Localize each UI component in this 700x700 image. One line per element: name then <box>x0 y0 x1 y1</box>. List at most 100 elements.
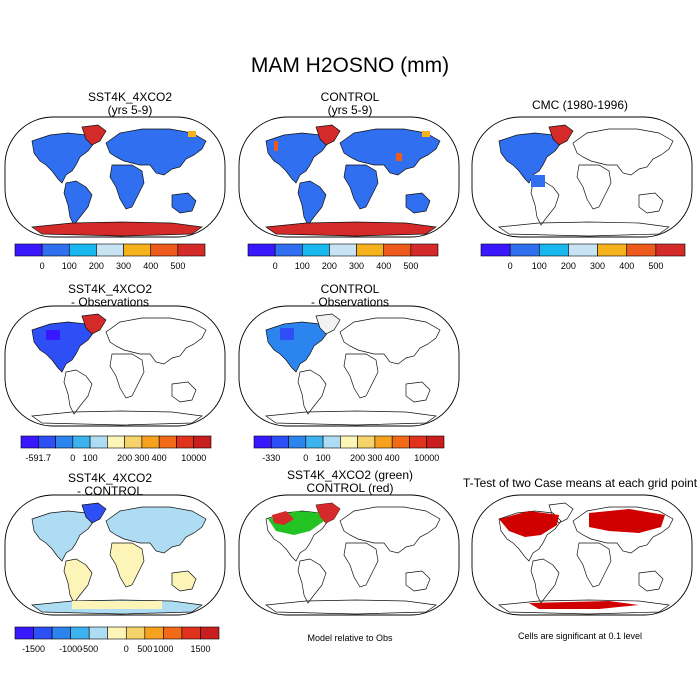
panel-title-sst4k-obs: SST4K_4XCO2 - Observations <box>0 283 220 309</box>
colorbar-swatch <box>37 435 56 449</box>
colorbar-swatch <box>357 435 376 449</box>
coastline-antarctica <box>498 599 670 615</box>
panel-title-control-obs: CONTROL - Observations <box>240 283 460 309</box>
colorbar-tick-label: 1000 <box>153 644 173 654</box>
map-cmc <box>471 116 693 238</box>
colorbar-tick-label: 300 <box>367 453 382 463</box>
colorbar-swatch <box>253 435 272 449</box>
colorbar-swatch <box>125 626 146 640</box>
panel-title-line2: - CONTROL <box>77 484 143 498</box>
colorbar-sst4k-obs: -591.7 0 100 200 300 400 10000 <box>20 435 212 463</box>
colorbar-swatch <box>597 243 628 257</box>
colorbar-swatch <box>89 435 108 449</box>
map-sst4k-control <box>4 494 226 616</box>
region-fill <box>499 511 559 537</box>
coastline-namerica <box>265 510 329 562</box>
coastline-samerica <box>297 180 327 226</box>
map-control-obs <box>238 305 460 427</box>
colorbar-tick-label: 400 <box>143 261 158 271</box>
colorbar-swatch <box>538 243 569 257</box>
colorbar-swatch <box>426 435 445 449</box>
colorbar-swatch <box>144 626 164 640</box>
colorbar-swatch <box>329 243 357 257</box>
coastline-greenland <box>81 124 107 146</box>
colorbar-tick-label: 0 <box>273 261 278 271</box>
colorbar-swatch <box>14 243 43 257</box>
panel-title-line1: CONTROL <box>320 90 380 104</box>
colorbar-swatch <box>150 243 179 257</box>
colorbar-tick-label: 200 <box>117 453 132 463</box>
coastline-africa <box>343 353 379 399</box>
hotspot <box>396 153 402 161</box>
colorbar-tick-label: 500 <box>137 644 152 654</box>
colorbar-swatch <box>70 626 90 640</box>
colorbar-tick-label: 0 <box>70 453 75 463</box>
colorbar-swatch <box>72 435 91 449</box>
panel-title-cmc: CMC (1980-1996) <box>470 99 690 112</box>
colorbar-swatch <box>33 626 53 640</box>
map-ttest <box>471 494 693 616</box>
colorbar-swatch <box>340 435 358 449</box>
panel-title-line2: - Observations <box>310 295 390 309</box>
colorbar-swatch <box>626 243 657 257</box>
colorbar-swatch <box>158 435 177 449</box>
colorbar-tick-label: 100 <box>295 261 310 271</box>
hotspot <box>188 131 196 137</box>
colorbar-swatch <box>509 243 540 257</box>
colorbar-swatch <box>200 626 220 640</box>
coastline-eurasia <box>339 128 441 176</box>
colorbar-swatch <box>41 243 70 257</box>
coastline-australia <box>638 570 664 592</box>
coastline-africa <box>343 542 379 588</box>
coastline-africa <box>576 542 612 588</box>
colorbar-swatch <box>409 435 428 449</box>
coastline-australia <box>405 381 431 403</box>
colorbar-swatch <box>124 435 143 449</box>
colorbar-tick-label: -591.7 <box>26 453 52 463</box>
colorbar-swatch <box>270 435 289 449</box>
colorbar-swatch <box>96 243 124 257</box>
globe-outline <box>471 494 693 616</box>
colorbar-tick-label: 300 <box>116 261 131 271</box>
region-fill <box>531 175 545 187</box>
panel-title-sst4k: SST4K_4XCO2 (yrs 5-9) <box>20 91 240 117</box>
coastline-antarctica <box>31 221 203 237</box>
coastline-australia <box>405 570 431 592</box>
coastline-samerica <box>297 369 327 415</box>
colorbar-swatch <box>568 243 598 257</box>
colorbar-swatch <box>141 435 160 449</box>
map-control <box>238 116 460 238</box>
colorbar-swatch <box>123 243 152 257</box>
globe-outline <box>238 494 460 616</box>
region-fill <box>46 330 60 340</box>
panel-title-line1: CONTROL <box>320 282 380 296</box>
coastline-eurasia <box>105 506 207 554</box>
colorbar-cmc: 0 100 200 300 400 500 <box>480 243 686 271</box>
coastline-eurasia <box>105 128 207 176</box>
colorbar-tick-label: -1000 <box>59 644 82 654</box>
colorbar-tick-label: 10000 <box>181 453 206 463</box>
coastline-greenland <box>315 124 341 146</box>
colorbar-tick-label: 200 <box>561 261 576 271</box>
coastline-africa <box>109 164 145 210</box>
colorbar-swatch <box>68 243 97 257</box>
colorbar-swatch <box>193 435 212 449</box>
coastline-eurasia <box>339 506 441 554</box>
coastline-eurasia <box>572 506 674 554</box>
coastline-greenland <box>548 124 574 146</box>
colorbar-swatch <box>301 243 330 257</box>
colorbar-tick-label: 200 <box>89 261 104 271</box>
colorbar-swatch <box>51 626 71 640</box>
colorbar-tick-label: 1500 <box>190 644 210 654</box>
globe-outline <box>4 305 226 427</box>
coastline-africa <box>576 164 612 210</box>
coastline-samerica <box>530 558 560 604</box>
coastline-samerica <box>63 180 93 226</box>
hotspot <box>422 131 430 137</box>
coastline-greenland <box>81 502 107 524</box>
colorbar-tick-label: 300 <box>349 261 364 271</box>
region-fill <box>529 601 639 609</box>
colorbar-swatch <box>374 435 393 449</box>
colorbar-swatch <box>163 626 183 640</box>
colorbar-swatch <box>176 435 195 449</box>
